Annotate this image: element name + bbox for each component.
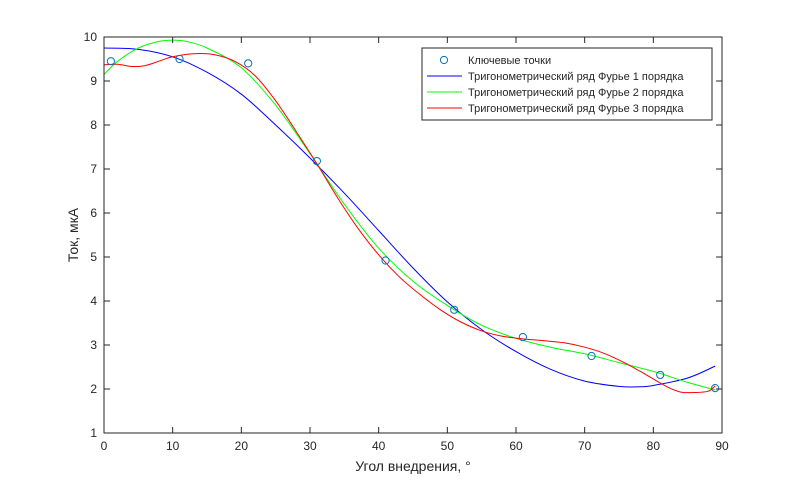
legend-label: Тригонометрический ряд Фурье 3 порядка — [468, 103, 684, 115]
y-tick-label: 7 — [90, 162, 97, 176]
x-tick-label: 80 — [647, 439, 661, 453]
key-point-marker — [381, 256, 390, 265]
y-axis-label: Ток, мкА — [65, 207, 81, 262]
x-axis-label: Угол внедрения, ° — [355, 458, 471, 474]
key-point-marker — [518, 332, 527, 342]
series-layer — [103, 39, 716, 394]
series-line-fourier-2 — [103, 39, 716, 391]
y-tick-label: 2 — [90, 382, 97, 396]
x-tick-label: 60 — [509, 439, 523, 453]
plot-box — [103, 36, 723, 434]
y-tick-label: 6 — [90, 206, 97, 220]
x-tick-label: 0 — [101, 439, 108, 453]
y-tick-label: 3 — [90, 338, 97, 352]
x-tick-label: 40 — [372, 439, 386, 453]
y-axis-ticks: 1 2 3 4 5 6 7 8 9 10 — [84, 30, 722, 440]
y-tick-label: 4 — [90, 294, 97, 308]
x-tick-label: 10 — [166, 439, 180, 453]
x-tick-label: 70 — [578, 439, 592, 453]
series-line-fourier-3 — [103, 53, 716, 394]
legend-items: Ключевые точки Тригонометрический ряд Фур… — [427, 55, 684, 115]
y-tick-label: 8 — [90, 118, 97, 132]
key-point-marker — [587, 351, 596, 361]
y-tick-label: 1 — [90, 426, 97, 440]
legend-label: Ключевые точки — [468, 55, 551, 67]
series-line-fourier-1 — [103, 47, 716, 388]
x-tick-label: 30 — [303, 439, 317, 453]
y-tick-label: 9 — [90, 74, 97, 88]
key-point-marker — [450, 305, 459, 314]
x-axis-ticks: 0 10 20 30 40 50 60 70 80 90 — [101, 37, 729, 453]
legend-label: Тригонометрический ряд Фурье 1 порядка — [468, 71, 684, 83]
legend-marker-key-points — [439, 55, 449, 65]
x-tick-label: 50 — [441, 439, 455, 453]
key-point-marker — [106, 57, 115, 66]
key-point-marker — [244, 59, 253, 68]
legend-box — [421, 47, 713, 121]
key-point-marker — [175, 54, 184, 64]
key-point-marker — [656, 370, 665, 380]
legend-label: Тригонометрический ряд Фурье 2 порядка — [468, 87, 684, 99]
legend: Ключевые точки Тригонометрический ряд Фур… — [421, 47, 713, 121]
y-tick-label: 10 — [84, 30, 98, 44]
key-point-marker — [711, 384, 720, 393]
key-points-layer — [106, 54, 720, 393]
x-tick-label: 20 — [235, 439, 249, 453]
key-point-marker — [312, 156, 321, 166]
x-tick-label: 90 — [715, 439, 729, 453]
y-tick-label: 5 — [90, 250, 97, 264]
